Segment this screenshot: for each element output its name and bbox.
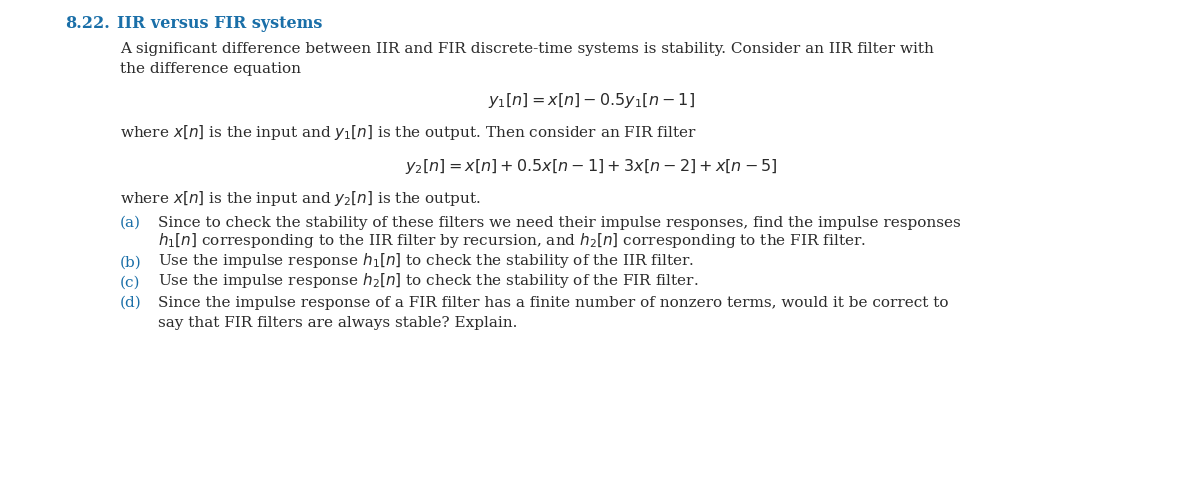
Text: (c): (c) (119, 276, 141, 290)
Text: Use the impulse response $h_1[n]$ to check the stability of the IIR filter.: Use the impulse response $h_1[n]$ to che… (159, 251, 694, 270)
Text: the difference equation: the difference equation (119, 62, 300, 76)
Text: where $x[n]$ is the input and $y_1[n]$ is the output. Then consider an FIR filte: where $x[n]$ is the input and $y_1[n]$ i… (119, 123, 697, 142)
Text: Since the impulse response of a FIR filter has a finite number of nonzero terms,: Since the impulse response of a FIR filt… (159, 296, 949, 310)
Text: IIR versus FIR systems: IIR versus FIR systems (117, 15, 323, 32)
Text: (d): (d) (119, 296, 142, 310)
Text: Use the impulse response $h_2[n]$ to check the stability of the FIR filter.: Use the impulse response $h_2[n]$ to che… (159, 271, 698, 290)
Text: $y_1[n] = x[n] - 0.5y_1[n-1]$: $y_1[n] = x[n] - 0.5y_1[n-1]$ (487, 91, 696, 110)
Text: Since to check the stability of these filters we need their impulse responses, f: Since to check the stability of these fi… (159, 216, 961, 230)
Text: A significant difference between IIR and FIR discrete-time systems is stability.: A significant difference between IIR and… (119, 42, 933, 56)
Text: (b): (b) (119, 256, 142, 270)
Text: 8.22.: 8.22. (65, 15, 110, 32)
Text: $y_2[n] = x[n] + 0.5x[n-1] + 3x[n-2] + x[n-5]$: $y_2[n] = x[n] + 0.5x[n-1] + 3x[n-2] + x… (405, 157, 778, 176)
Text: where $x[n]$ is the input and $y_2[n]$ is the output.: where $x[n]$ is the input and $y_2[n]$ i… (119, 189, 481, 208)
Text: $h_1[n]$ corresponding to the IIR filter by recursion, and $h_2[n]$ correspondin: $h_1[n]$ corresponding to the IIR filter… (159, 231, 866, 250)
Text: (a): (a) (119, 216, 141, 230)
Text: say that FIR filters are always stable? Explain.: say that FIR filters are always stable? … (159, 316, 517, 330)
